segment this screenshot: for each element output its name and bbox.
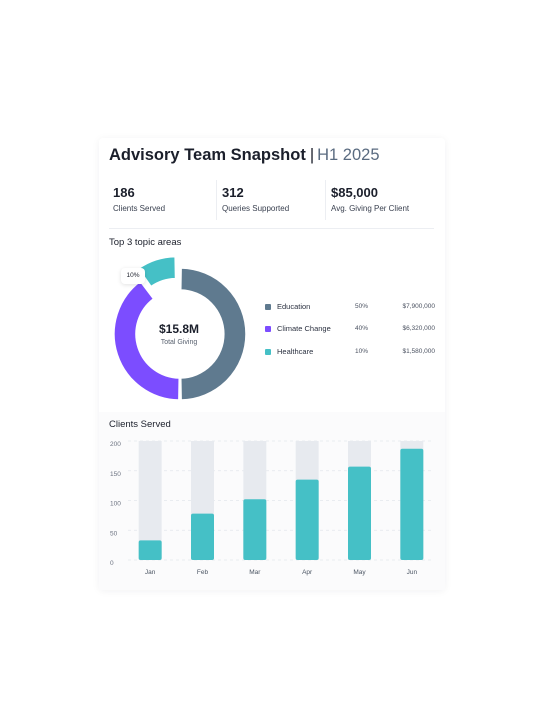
total-giving-label: Total Giving <box>160 339 198 346</box>
legend-item-healthcare: Healthcare 10% $1,580,000 <box>265 347 435 359</box>
legend-swatch <box>265 349 271 355</box>
stat-divider <box>325 180 326 220</box>
stat-value: 312 <box>222 185 244 200</box>
stat-label: Avg. Giving Per Client <box>331 204 410 213</box>
legend-amount: $6,320,000 <box>402 325 435 332</box>
page-title: Advisory Team Snapshot | H1 2025 <box>109 146 380 164</box>
legend-amount: $7,900,000 <box>402 303 435 310</box>
stat-label: Queries Supported <box>222 204 290 213</box>
clients-chart-panel <box>99 412 445 590</box>
legend-percent: 50% <box>355 303 369 310</box>
stat-value: $85,000 <box>331 185 378 200</box>
stat-divider <box>216 180 217 220</box>
legend-percent: 40% <box>355 325 369 332</box>
stat-label: Clients Served <box>113 204 166 213</box>
section-divider <box>109 228 434 229</box>
legend-amount: $1,580,000 <box>402 348 435 355</box>
legend-swatch <box>265 326 271 332</box>
legend-label: Education <box>277 302 311 311</box>
legend-percent: 10% <box>355 348 369 355</box>
topics-heading: Top 3 topic areas <box>109 237 182 248</box>
stat-avg-giving: $85,000 Avg. Giving Per Client <box>331 185 409 213</box>
legend-item-education: Education 50% $7,900,000 <box>265 302 435 314</box>
period-label: H1 2025 <box>317 146 380 164</box>
stat-queries-supported: 312 Queries Supported <box>222 185 289 213</box>
total-giving-value: $15.8M <box>158 322 200 336</box>
legend-label: Healthcare <box>277 347 314 356</box>
stat-clients-served: 186 Clients Served <box>113 185 165 213</box>
legend-swatch <box>265 304 271 310</box>
stat-value: 186 <box>113 185 135 200</box>
legend-item-climate-change: Climate Change 40% $6,320,000 <box>265 324 435 336</box>
legend-label: Climate Change <box>277 324 331 333</box>
healthcare-percent-callout: 10% <box>121 268 145 284</box>
clients-heading: Clients Served <box>109 419 171 430</box>
